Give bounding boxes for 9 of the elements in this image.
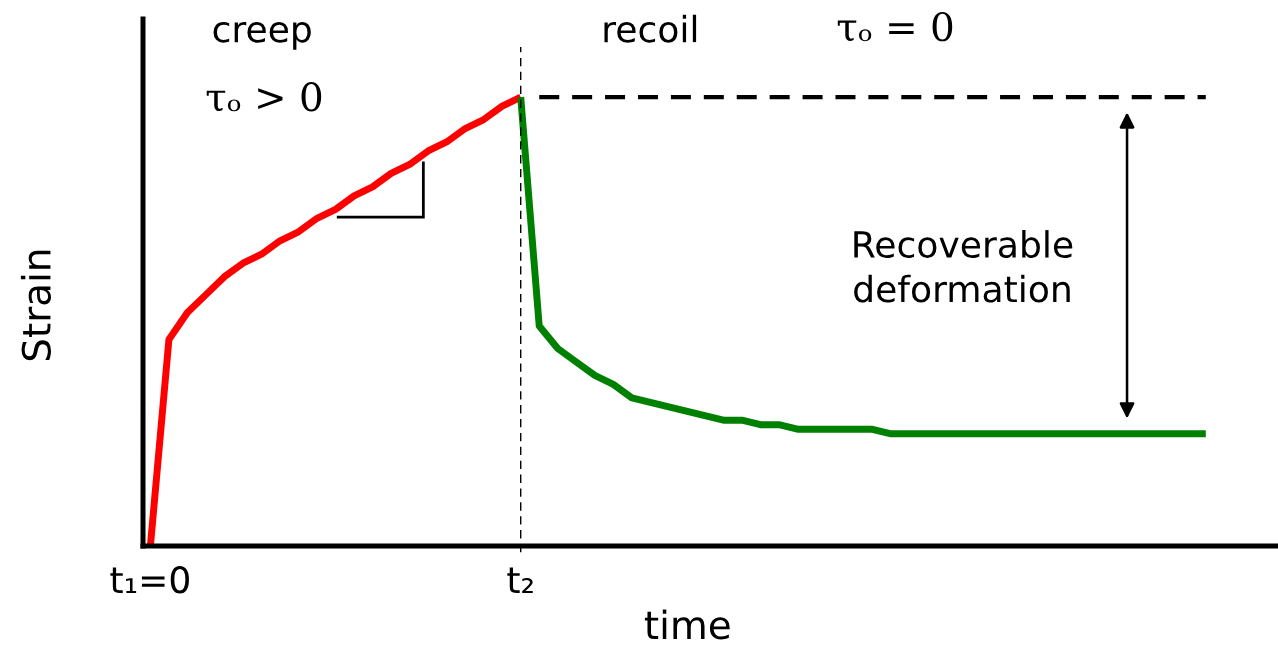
annotation: Recoverable deformation (854, 230, 1073, 303)
y-axis-title: Strain (20, 250, 51, 361)
x-tick-label: t₂ (507, 567, 533, 594)
text: creep (213, 21, 311, 50)
annotation: τₒ > 0 (206, 82, 322, 112)
text: recoil (604, 14, 697, 43)
x-tick-label: t₁=0 (110, 566, 189, 594)
x-axis-title: time (644, 609, 730, 640)
text: τₒ = 0 (837, 11, 953, 42)
